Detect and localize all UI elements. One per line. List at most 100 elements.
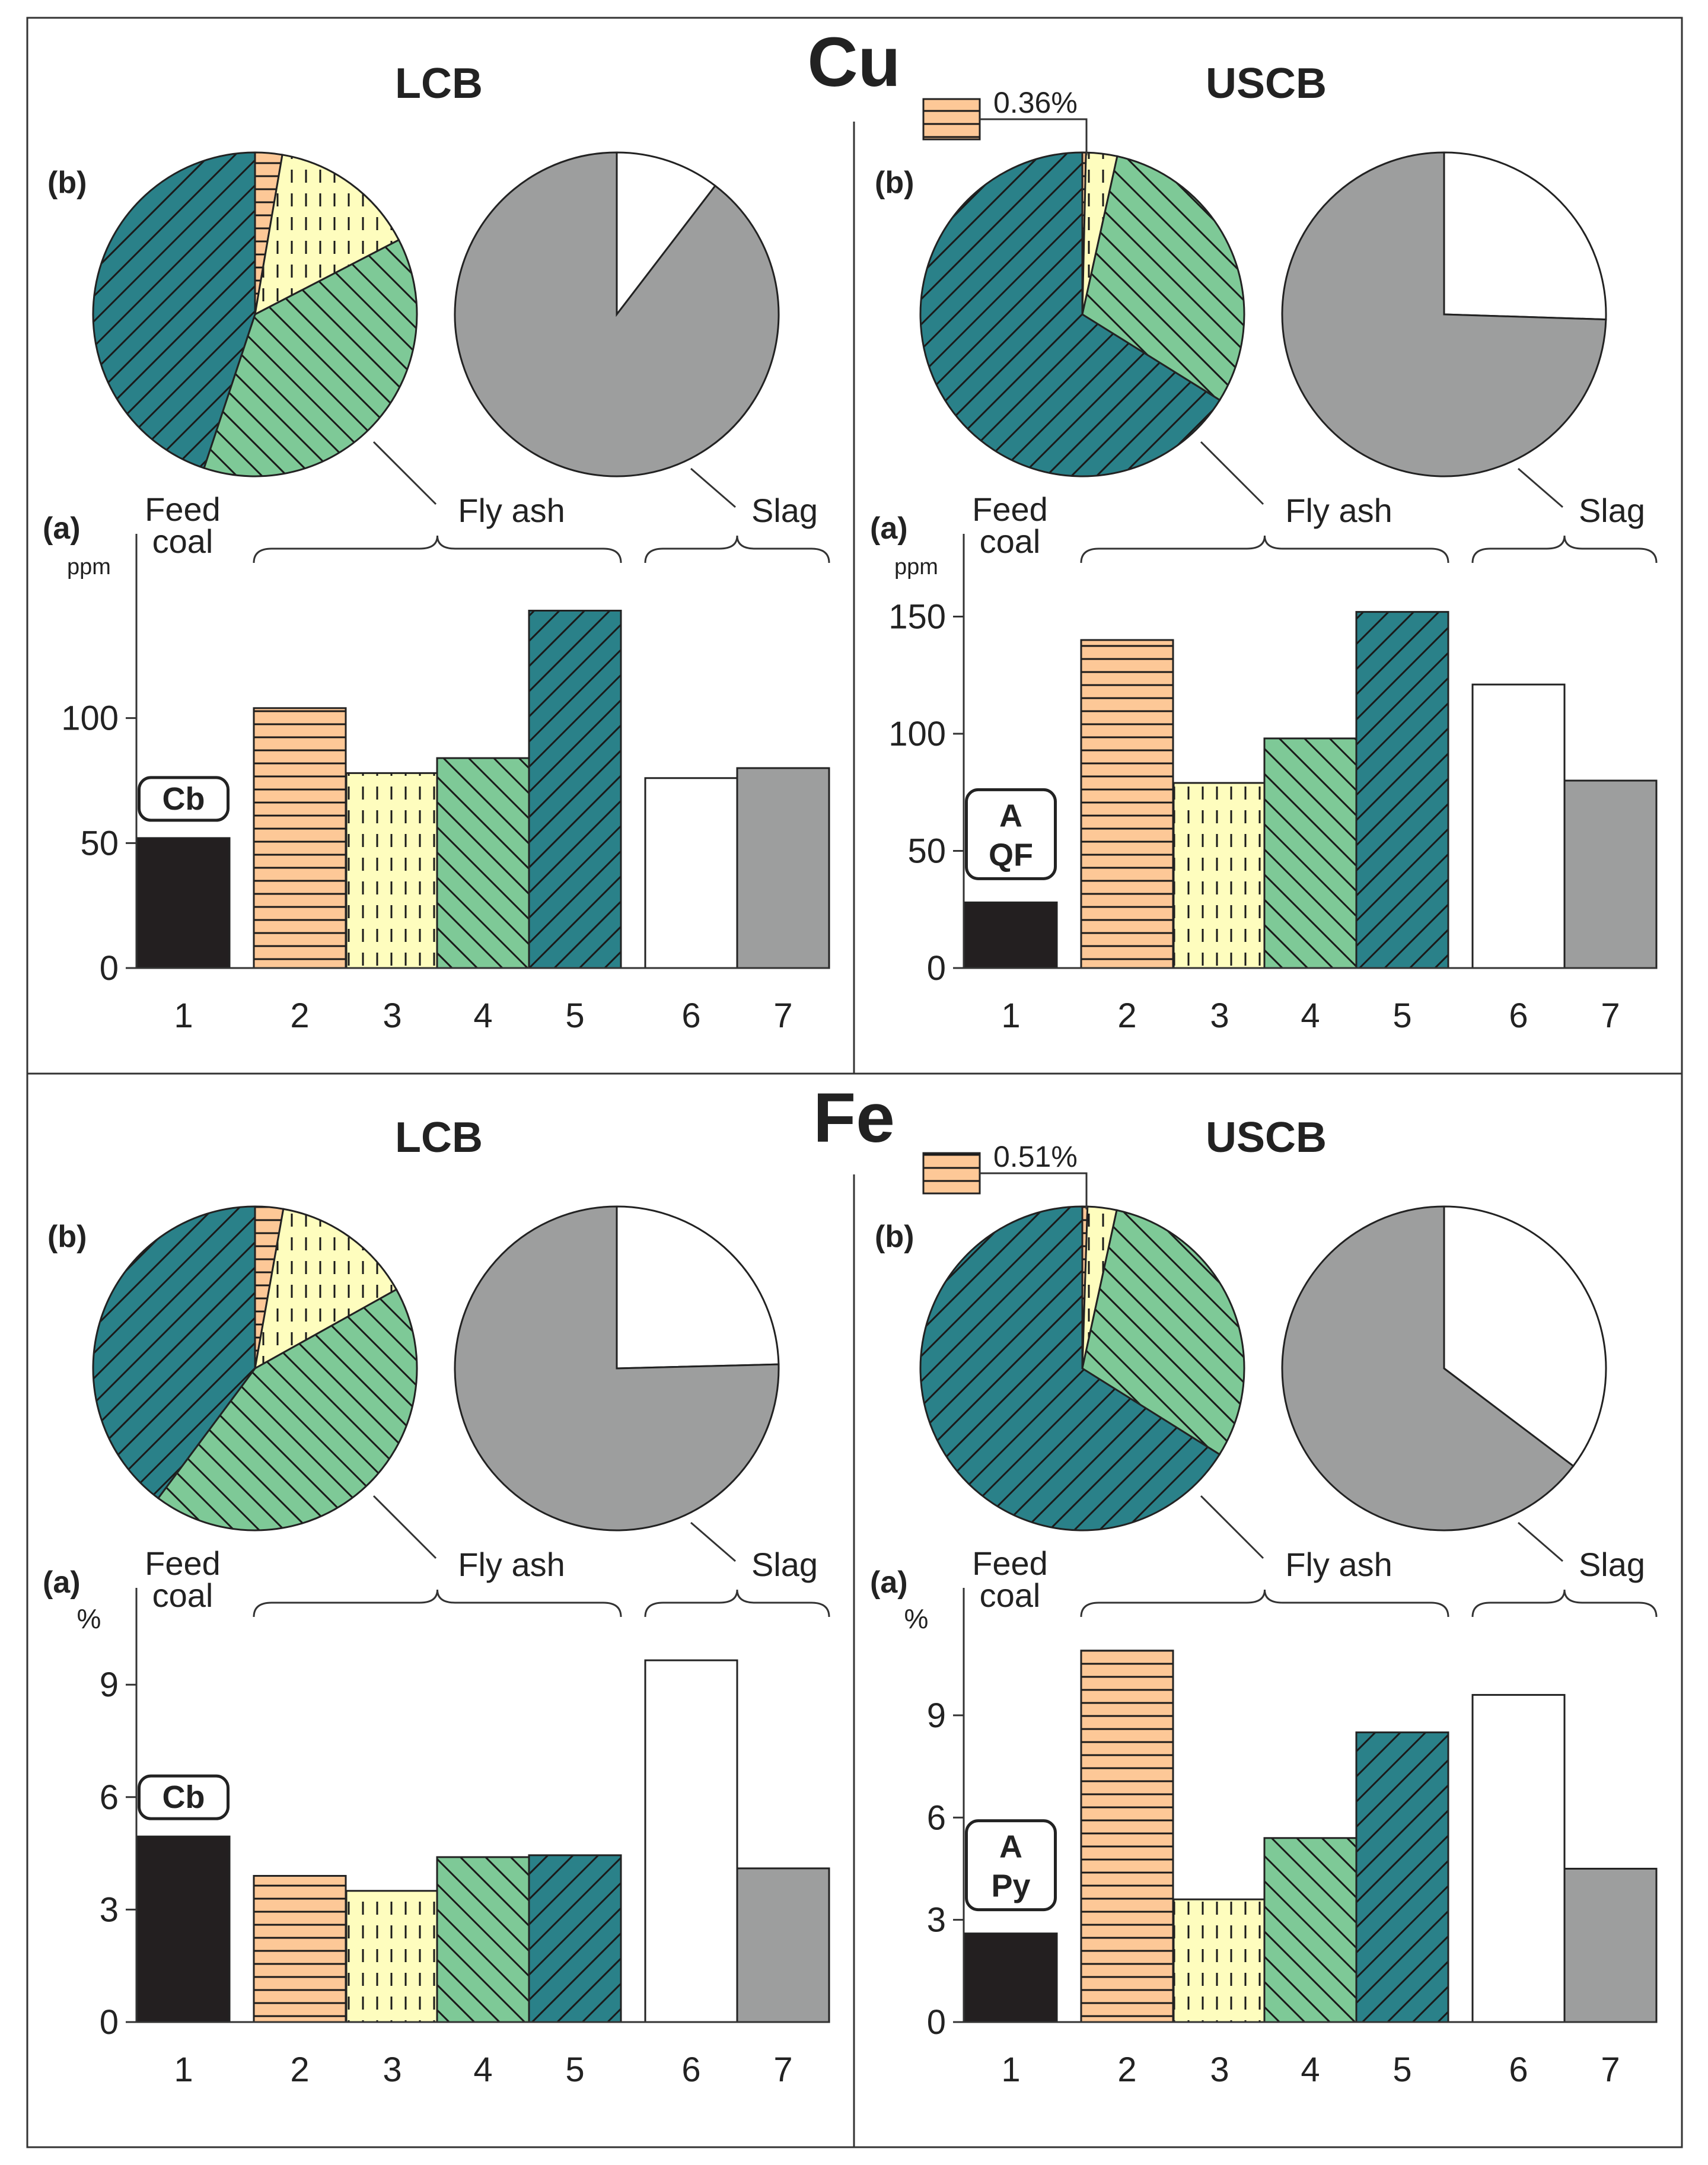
fly-ash-pie-fe-lcb-slice-4 xyxy=(157,1288,418,1532)
bar-panel-label-fe-uscb: (a) xyxy=(870,1565,908,1600)
x-tick-label-fe-lcb-1: 1 xyxy=(174,2051,193,2089)
fly-ash-label-fe-uscb: Fly ash xyxy=(1285,1546,1392,1583)
bar-fe-lcb-2 xyxy=(253,1875,347,2023)
feed-coal-label-line1-cu-uscb: Feed xyxy=(972,491,1048,528)
bar-fe-uscb-7 xyxy=(1563,1867,1658,2023)
feed-coal-badge-cu-lcb xyxy=(138,776,230,822)
feed-coal-badge-text-cu-lcb: Cb xyxy=(162,781,205,817)
x-tick-label-cu-lcb-3: 3 xyxy=(383,996,401,1035)
slag-pie-cu-uscb-slice-6 xyxy=(1443,151,1607,321)
feed-coal-badge-line1-fe-uscb: A xyxy=(999,1829,1022,1865)
fly-ash-pie-fe-uscb-slice-5 xyxy=(919,1205,1221,1532)
fly-ash-pie-cu-lcb-slice-3 xyxy=(254,154,400,316)
x-tick-label-fe-lcb-6: 6 xyxy=(681,2051,700,2089)
fly-ash-pie-cu-lcb-slice-4 xyxy=(203,238,418,477)
y-tick-label-fe-uscb-2: 6 xyxy=(927,1798,946,1837)
fly-ash-pie-cu-uscb-slice-5 xyxy=(919,151,1221,477)
bar-cu-uscb-6 xyxy=(1471,683,1566,969)
feed-coal-label-line2-fe-lcb: coal xyxy=(152,1577,214,1614)
fly-ash-label-cu-lcb: Fly ash xyxy=(458,492,565,529)
bar-fe-lcb-5 xyxy=(528,1854,622,2023)
region-title-cu-uscb: USCB xyxy=(1206,60,1327,107)
x-tick-label-fe-lcb-7: 7 xyxy=(773,2051,792,2089)
bar-cu-uscb-7 xyxy=(1563,779,1658,969)
callout-leader-fe-uscb xyxy=(980,1172,1088,1209)
feed-coal-badge-text-fe-lcb: Cb xyxy=(162,1779,205,1815)
x-tick-label-fe-uscb-4: 4 xyxy=(1301,2051,1320,2089)
region-title-fe-uscb: USCB xyxy=(1206,1114,1327,1161)
callout-swatch-cu-uscb xyxy=(922,98,981,141)
x-tick-label-fe-lcb-4: 4 xyxy=(473,2051,492,2089)
bar-cu-uscb-1 xyxy=(964,901,1058,969)
slag-brace-cu-lcb xyxy=(644,535,830,563)
slag-label-cu-uscb: Slag xyxy=(1579,492,1645,529)
x-tick-label-cu-uscb-5: 5 xyxy=(1392,996,1411,1035)
bar-fe-lcb-1 xyxy=(136,1835,231,2023)
y-tick-label-cu-uscb-0: 0 xyxy=(927,949,946,988)
bar-fe-uscb-4 xyxy=(1263,1837,1358,2023)
feed-coal-badge-line2-cu-uscb: QF xyxy=(989,837,1033,873)
slag-pie-cu-lcb-slice-6 xyxy=(616,151,717,317)
y-tick-label-fe-uscb-0: 0 xyxy=(927,2003,946,2042)
x-tick-label-fe-uscb-1: 1 xyxy=(1001,2051,1020,2089)
pie-panel-label-cu-uscb: (b) xyxy=(875,165,914,200)
x-tick-label-fe-uscb-7: 7 xyxy=(1601,2051,1620,2089)
fly-ash-connector-cu-lcb xyxy=(372,441,437,505)
fly-ash-brace-cu-uscb xyxy=(1080,535,1449,563)
y-tick-label-fe-lcb-0: 0 xyxy=(100,2003,119,2042)
x-tick-label-cu-lcb-1: 1 xyxy=(174,996,193,1035)
element-title-cu: Cu xyxy=(807,23,900,101)
slag-brace-cu-uscb xyxy=(1471,535,1658,563)
y-tick-label-cu-uscb-1: 50 xyxy=(907,832,946,871)
bar-fe-lcb-7 xyxy=(736,1867,830,2023)
x-tick-label-fe-uscb-2: 2 xyxy=(1117,2051,1136,2089)
fly-ash-brace-fe-lcb xyxy=(253,1589,622,1618)
feed-coal-badge-line1-cu-uscb: A xyxy=(999,798,1022,833)
feed-coal-label-line2-cu-uscb: coal xyxy=(980,523,1041,560)
y-unit-label-fe-lcb: % xyxy=(77,1603,101,1634)
bar-cu-lcb-6 xyxy=(644,777,738,969)
region-title-cu-lcb: LCB xyxy=(395,60,483,107)
x-tick-label-cu-uscb-1: 1 xyxy=(1001,996,1020,1035)
bar-cu-lcb-1 xyxy=(136,837,231,969)
slag-pie-fe-uscb-slice-7 xyxy=(1281,1205,1575,1532)
fly-ash-label-cu-uscb: Fly ash xyxy=(1285,492,1392,529)
x-tick-label-cu-lcb-4: 4 xyxy=(473,996,492,1035)
slag-pie-fe-lcb-slice-6 xyxy=(616,1205,780,1370)
callout-label-cu-uscb: 0.36% xyxy=(993,86,1078,119)
bar-fe-uscb-1 xyxy=(964,1932,1058,2023)
fly-ash-pie-fe-lcb-slice-3 xyxy=(253,1208,398,1370)
bar-cu-uscb-2 xyxy=(1080,639,1174,969)
x-tick-label-cu-uscb-7: 7 xyxy=(1601,996,1620,1035)
bar-cu-uscb-4 xyxy=(1263,737,1358,969)
bar-fe-lcb-3 xyxy=(345,1890,439,2023)
feed-coal-badge-cu-uscb xyxy=(965,788,1057,880)
bar-cu-lcb-7 xyxy=(736,767,830,969)
feed-coal-label-line2-cu-lcb: coal xyxy=(152,523,214,560)
slag-connector-cu-uscb xyxy=(1518,467,1563,508)
feed-coal-label-line1-fe-uscb: Feed xyxy=(972,1545,1048,1582)
fly-ash-brace-fe-uscb xyxy=(1080,1589,1449,1618)
feed-coal-label-line1-cu-lcb: Feed xyxy=(145,491,221,528)
bar-fe-uscb-2 xyxy=(1080,1650,1174,2023)
y-unit-label-cu-lcb: ppm xyxy=(67,555,111,580)
bar-fe-uscb-3 xyxy=(1172,1898,1267,2023)
bar-cu-lcb-3 xyxy=(345,772,439,969)
callout-label-fe-uscb: 0.51% xyxy=(993,1140,1078,1173)
slag-connector-cu-lcb xyxy=(690,467,736,508)
x-tick-label-fe-lcb-5: 5 xyxy=(565,2051,584,2089)
bar-cu-uscb-5 xyxy=(1355,611,1449,969)
feed-coal-badge-fe-uscb xyxy=(965,1819,1057,1912)
bar-cu-lcb-4 xyxy=(436,757,530,969)
fly-ash-connector-fe-uscb xyxy=(1200,1495,1264,1559)
pie-panel-label-fe-uscb: (b) xyxy=(875,1220,914,1254)
y-unit-label-fe-uscb: % xyxy=(904,1603,929,1634)
y-tick-label-cu-uscb-2: 100 xyxy=(888,715,946,753)
slag-pie-cu-lcb-slice-7 xyxy=(454,151,780,477)
slag-pie-fe-uscb-slice-6 xyxy=(1443,1205,1607,1467)
bar-fe-lcb-6 xyxy=(644,1659,738,2023)
feed-coal-label-line1-fe-lcb: Feed xyxy=(145,1545,221,1582)
